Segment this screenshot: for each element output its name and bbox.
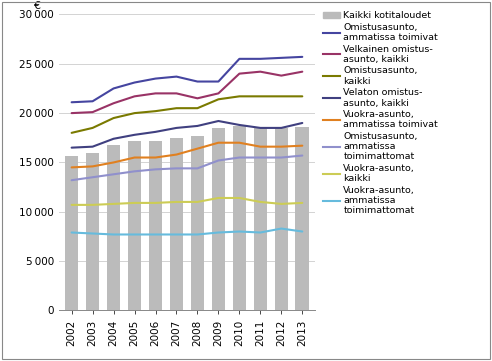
- Bar: [190, 136, 204, 310]
- Bar: [253, 128, 267, 310]
- Bar: [212, 128, 225, 310]
- Text: €: €: [33, 1, 40, 12]
- Bar: [107, 145, 121, 310]
- Bar: [296, 127, 309, 310]
- Bar: [65, 156, 78, 310]
- Bar: [233, 126, 246, 310]
- Bar: [86, 153, 99, 310]
- Bar: [275, 128, 288, 310]
- Bar: [128, 141, 141, 310]
- Legend: Kaikki kotitaloudet, Omistusasunto,
ammatissa toimivat, Velkainen omistus-
asunt: Kaikki kotitaloudet, Omistusasunto, amma…: [323, 12, 438, 216]
- Bar: [170, 138, 184, 310]
- Bar: [149, 141, 162, 310]
